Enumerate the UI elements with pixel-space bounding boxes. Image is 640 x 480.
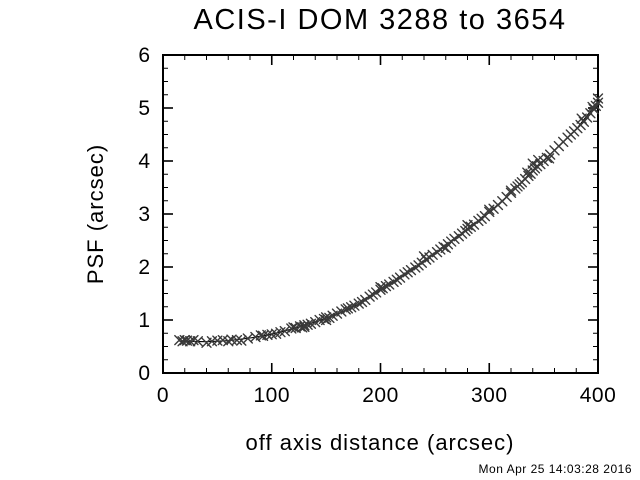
data-point-x-marker [192, 336, 203, 347]
data-point-x-marker [484, 206, 495, 218]
data-point-x-marker [184, 336, 196, 347]
y-tick-label: 0 [138, 362, 150, 385]
y-tick-label: 5 [138, 97, 150, 120]
y-tick-label: 2 [138, 256, 150, 279]
axes-box [162, 54, 599, 374]
data-point-x-marker [543, 153, 555, 164]
data-point-x-marker [345, 302, 357, 313]
data-point-x-marker [592, 93, 604, 104]
data-point-x-marker [353, 298, 364, 309]
data-point-x-marker [449, 233, 460, 245]
data-point-x-marker [416, 257, 428, 268]
data-point-x-marker [380, 280, 392, 292]
chart-title: ACIS-I DOM 3288 to 3654 [193, 4, 567, 36]
data-point-x-marker [592, 97, 604, 108]
data-point-x-marker [299, 320, 310, 331]
data-point-x-marker [302, 319, 313, 330]
y-tick-label: 4 [138, 150, 150, 173]
x-axis-label: off axis distance (arcsec) [245, 430, 515, 455]
data-point-x-marker [279, 325, 290, 337]
x-tick-label: 100 [253, 384, 290, 407]
data-point-x-marker [360, 294, 371, 306]
data-point-x-marker [438, 241, 449, 253]
timestamp: Mon Apr 25 14:03:28 2016 [478, 462, 632, 476]
x-tick-label: 0 [157, 384, 169, 407]
data-point-x-marker [587, 101, 598, 113]
x-tick-label: 300 [471, 384, 508, 407]
data-point-x-marker [342, 303, 354, 314]
data-point-x-marker [223, 336, 234, 347]
y-tick-label: 3 [138, 203, 150, 226]
x-tick-label: 200 [362, 384, 399, 407]
x-tick-label: 400 [580, 384, 617, 407]
y-tick-label: 6 [138, 44, 150, 67]
data-point-x-marker [286, 323, 297, 334]
data-point-x-marker [177, 336, 188, 347]
data-point-x-marker [266, 329, 277, 340]
fit-curve [179, 101, 599, 343]
data-point-x-marker [201, 337, 212, 348]
data-point-x-marker [320, 312, 332, 323]
data-point-x-marker [231, 334, 243, 346]
y-tick-label: 1 [138, 309, 150, 332]
data-point-x-marker [405, 264, 417, 276]
data-point-x-marker [236, 335, 247, 346]
data-point-x-marker [262, 329, 273, 341]
data-point-x-marker [522, 167, 533, 178]
data-point-x-marker [340, 304, 351, 315]
data-point-x-marker [394, 272, 406, 283]
data-point-x-marker [384, 279, 395, 290]
data-point-x-marker [427, 249, 438, 261]
